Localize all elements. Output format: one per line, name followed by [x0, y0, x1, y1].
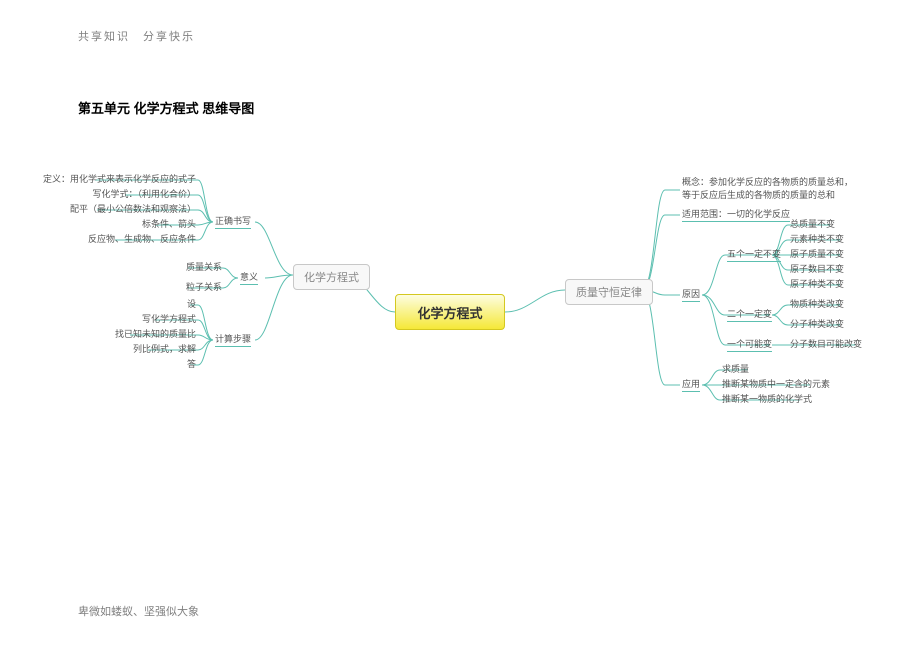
- leaf: 列比例式，求解: [133, 342, 196, 355]
- branch-label: 原因: [682, 287, 700, 302]
- leaf: 定义：用化学式来表示化学反应的式子: [43, 172, 196, 185]
- leaf: 分子数目可能改变: [790, 337, 862, 350]
- leaf: 标条件、箭头: [142, 217, 196, 230]
- leaf: 分子种类改变: [790, 317, 844, 330]
- leaf: 元素种类不变: [790, 232, 844, 245]
- leaf: 设: [187, 297, 196, 310]
- leaf: 概念：参加化学反应的各物质的质量总和， 等于反应后生成的各物质的质量的总和: [682, 176, 853, 201]
- leaf: 原子质量不变: [790, 247, 844, 260]
- branch-label: 应用: [682, 377, 700, 392]
- branch-label: 一个可能变: [727, 337, 772, 352]
- leaf: 找已知未知的质量比: [115, 327, 196, 340]
- page-footer: 卑微如蝼蚁、坚强似大象: [78, 603, 199, 619]
- leaf: 质量关系: [186, 260, 222, 273]
- leaf: 反应物、生成物、反应条件: [88, 232, 196, 245]
- leaf: 推断某物质中一定含的元素: [722, 377, 830, 390]
- leaf: 适用范围：一切的化学反应: [682, 207, 790, 222]
- leaf: 总质量不变: [790, 217, 835, 230]
- mindmap-diagram: 化学方程式 化学方程式 正确书写 意义 计算步骤 定义：用化学式来表示化学反应的…: [0, 160, 920, 440]
- leaf: 求质量: [722, 362, 749, 375]
- leaf: 写化学方程式: [142, 312, 196, 325]
- right-subnode: 质量守恒定律: [565, 279, 653, 305]
- branch-label: 正确书写: [215, 214, 251, 229]
- leaf: 写化学式：（利用化合价）: [92, 187, 196, 200]
- page-header: 共享知识 分享快乐: [78, 28, 195, 44]
- leaf: 粒子关系: [186, 280, 222, 293]
- branch-label: 五个一定不变: [727, 247, 781, 262]
- leaf: 配平（最小公倍数法和观察法）: [70, 202, 196, 215]
- leaf: 物质种类改变: [790, 297, 844, 310]
- leaf: 原子数目不变: [790, 262, 844, 275]
- page-title: 第五单元 化学方程式 思维导图: [78, 98, 254, 117]
- leaf-text: 等于反应后生成的各物质的质量的总和: [682, 190, 835, 200]
- leaf: 推断某一物质的化学式: [722, 392, 812, 405]
- center-node: 化学方程式: [395, 294, 505, 330]
- branch-label: 意义: [240, 270, 258, 285]
- left-subnode: 化学方程式: [293, 264, 370, 290]
- leaf-text: 概念：参加化学反应的各物质的质量总和，: [682, 177, 853, 187]
- leaf: 答: [187, 357, 196, 370]
- branch-label: 计算步骤: [215, 332, 251, 347]
- leaf: 原子种类不变: [790, 277, 844, 290]
- branch-label: 二个一定变: [727, 307, 772, 322]
